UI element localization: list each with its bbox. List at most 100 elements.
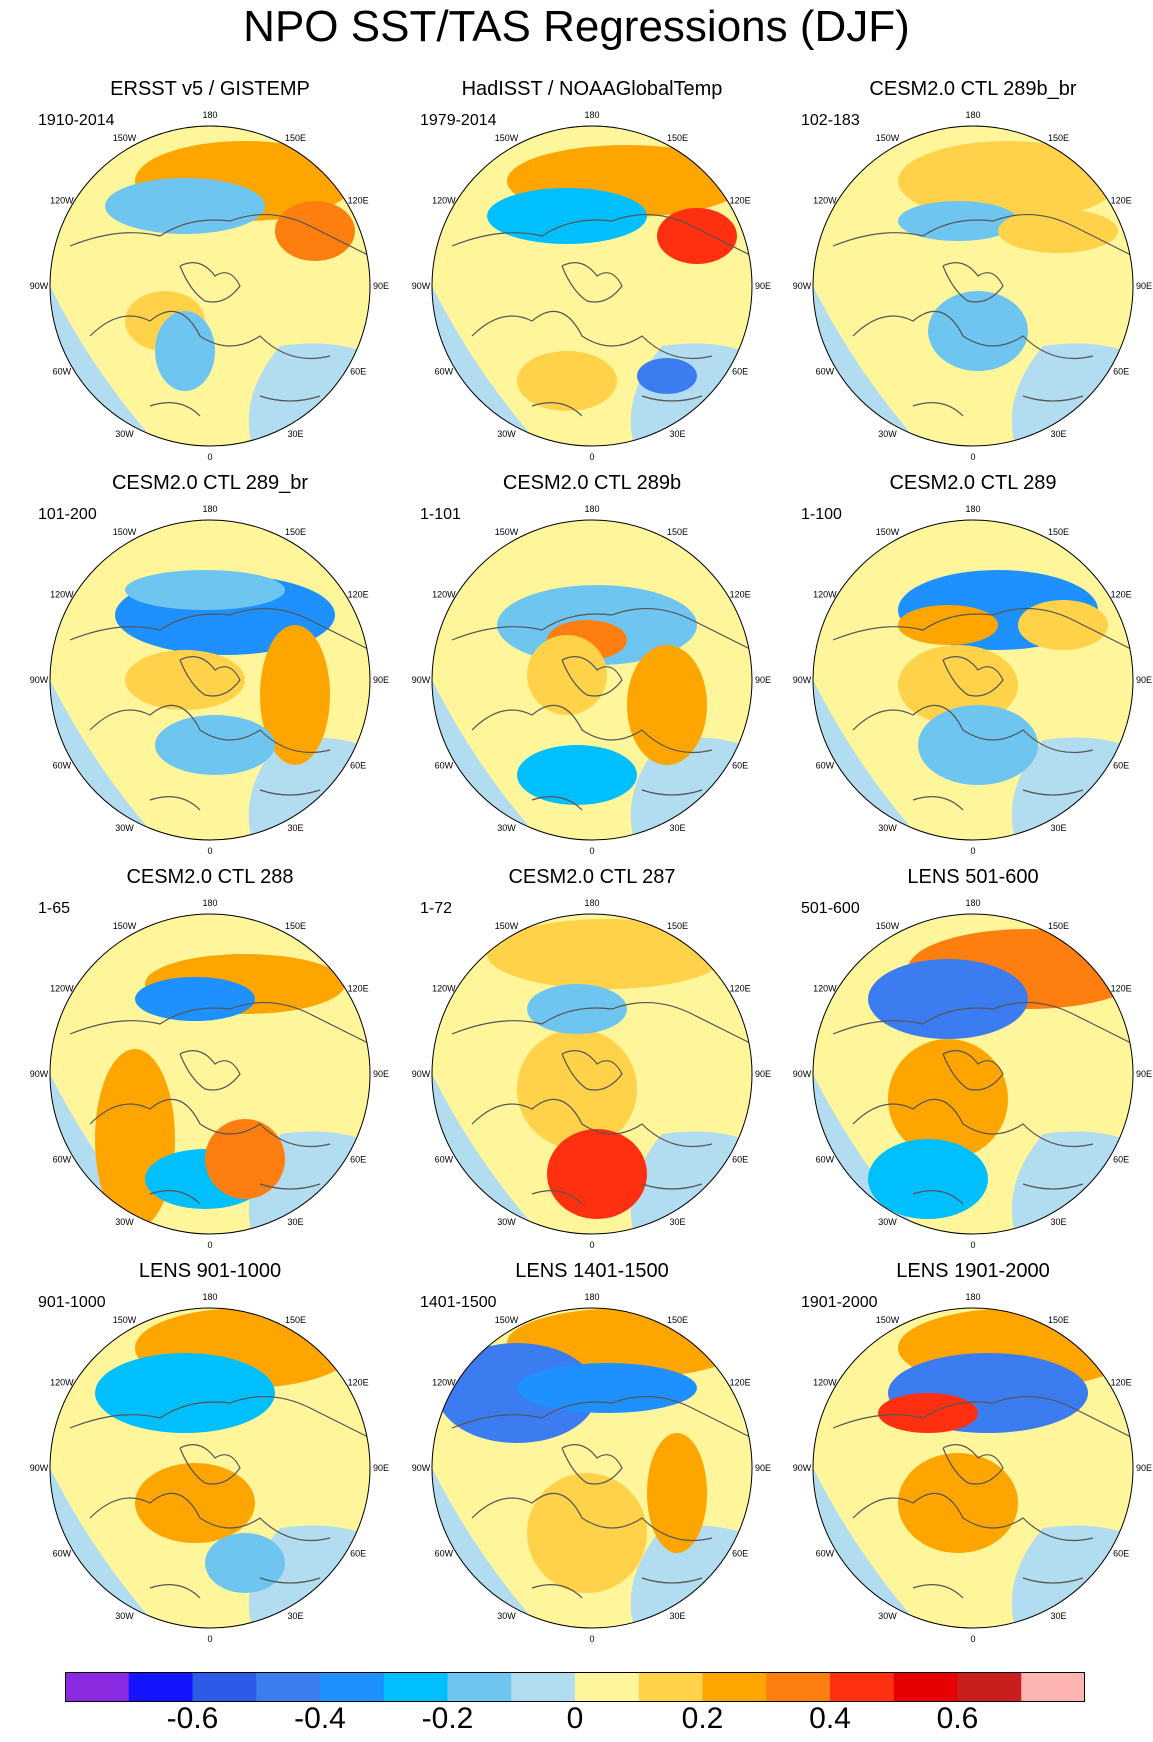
longitude-label: 180 (202, 504, 217, 514)
map-boundary (812, 1307, 1134, 1629)
longitude-label: 60W (435, 367, 454, 377)
panel-title: CESM2.0 CTL 288 (126, 866, 294, 888)
map-panel: CESM2.0 CTL 289 1-100 180 150E 120E 90E 60E 30E… (793, 472, 1153, 862)
colorbar-tick-label: -0.2 (421, 1702, 474, 1735)
panel-period: 1910-2014 (38, 112, 115, 129)
anomaly-contour (95, 1049, 175, 1229)
coastline (832, 1002, 1133, 1205)
longitude-label: 60E (732, 367, 748, 377)
polar-map: 180 150E 120E 90E 60E 30E 0 30W 60W 90W 120W 150W (412, 110, 771, 462)
longitude-label: 60W (435, 1549, 454, 1559)
longitude-label: 150E (1048, 921, 1069, 931)
anomaly-contour (135, 1463, 255, 1543)
map-boundary (49, 913, 371, 1235)
longitude-label: 90E (755, 1069, 771, 1079)
longitude-label: 60E (732, 1549, 748, 1559)
colorbar-swatch (128, 1672, 193, 1702)
longitude-label: 90W (412, 675, 431, 685)
longitude-label: 120W (432, 590, 456, 600)
map-panel: LENS 501-600 501-600 180 150E 120E 90E 60E 30E 0… (793, 866, 1153, 1256)
longitude-label: 150E (667, 133, 688, 143)
longitude-label: 150E (1048, 133, 1069, 143)
longitude-label: 180 (965, 898, 980, 908)
colorbar-tick-label: 0.2 (681, 1702, 724, 1735)
longitude-label: 60W (435, 761, 454, 771)
longitude-label: 150W (495, 921, 519, 931)
panel-period: 1401-1500 (420, 1294, 497, 1311)
panel-title: HadISST / NOAAGlobalTemp (461, 78, 723, 100)
longitude-label: 180 (965, 504, 980, 514)
panel-period: 901-1000 (38, 1294, 106, 1311)
longitude-label: 60E (350, 1549, 366, 1559)
longitude-label: 90E (1136, 281, 1152, 291)
longitude-label: 150W (495, 1315, 519, 1325)
longitude-label: 150W (113, 921, 137, 931)
longitude-label: 60W (816, 367, 835, 377)
longitude-label: 120E (1111, 984, 1132, 994)
map-boundary (812, 519, 1134, 841)
map-boundary (49, 125, 371, 447)
colorbar-tick-label: -0.4 (294, 1702, 346, 1735)
longitude-label: 0 (207, 1240, 212, 1250)
longitude-label: 30W (878, 1611, 897, 1621)
coastline (451, 214, 752, 417)
longitude-label: 90W (793, 281, 812, 291)
longitude-label: 180 (965, 1292, 980, 1302)
anomaly-contour (657, 208, 737, 264)
longitude-label: 150W (876, 1315, 900, 1325)
colorbar-tick-label: 0.4 (809, 1702, 851, 1735)
map-panel: CESM2.0 CTL 289b 1-101 180 150E 120E 90E 60E 30… (412, 472, 772, 862)
coastline (69, 608, 370, 811)
longitude-label: 90E (755, 281, 771, 291)
anomaly-contour (527, 984, 627, 1034)
longitude-label: 60W (816, 1155, 835, 1165)
anomaly-contour (205, 1119, 285, 1199)
longitude-label: 0 (589, 452, 594, 462)
longitude-label: 60W (53, 367, 72, 377)
colorbar-swatch (65, 1672, 130, 1702)
anomaly-contour (155, 311, 215, 391)
polar-map: 180 150E 120E 90E 60E 30E 0 30W 60W 90W 120W 150W (793, 504, 1152, 856)
longitude-label: 60E (350, 367, 366, 377)
colorbar-tick-label: 0.6 (936, 1702, 979, 1735)
anomaly-contour (135, 977, 255, 1021)
coastline (69, 1002, 370, 1205)
longitude-label: 150E (285, 133, 306, 143)
longitude-label: 0 (207, 1634, 212, 1644)
longitude-label: 120W (432, 984, 456, 994)
colorbar-swatch (638, 1672, 703, 1702)
map-panel: LENS 901-1000 901-1000 180 150E 120E 90E 60E 30… (30, 1260, 390, 1650)
colorbar-swatch (766, 1672, 831, 1702)
map-panel: LENS 1901-2000 1901-2000 180 150E 120E 90E 60E… (793, 1260, 1153, 1650)
longitude-label: 90E (755, 675, 771, 685)
longitude-label: 120W (432, 196, 456, 206)
longitude-label: 30W (497, 1611, 516, 1621)
longitude-label: 90E (1136, 1463, 1152, 1473)
longitude-label: 120W (50, 196, 74, 206)
longitude-label: 30W (115, 1611, 134, 1621)
longitude-label: 90W (30, 1463, 49, 1473)
longitude-label: 120E (1111, 590, 1132, 600)
longitude-label: 0 (589, 1240, 594, 1250)
anomaly-contour (105, 178, 265, 234)
anomaly-contour (918, 705, 1038, 785)
anomaly-contour (637, 358, 697, 394)
longitude-label: 60W (53, 761, 72, 771)
anomaly-contour (527, 1473, 647, 1593)
longitude-label: 60W (53, 1155, 72, 1165)
map-boundary (431, 519, 753, 841)
longitude-label: 120W (50, 1378, 74, 1388)
colorbar-swatch (192, 1672, 257, 1702)
polar-map: 180 150E 120E 90E 60E 30E 0 30W 60W 90W 120W 150W (30, 898, 389, 1250)
longitude-label: 120E (730, 984, 751, 994)
longitude-label: 120E (348, 984, 369, 994)
longitude-label: 30E (287, 429, 303, 439)
longitude-label: 90E (373, 675, 389, 685)
longitude-label: 90W (793, 1069, 812, 1079)
longitude-label: 180 (584, 504, 599, 514)
longitude-label: 120E (348, 1378, 369, 1388)
panel-title: CESM2.0 CTL 287 (508, 866, 676, 888)
longitude-label: 90E (373, 1463, 389, 1473)
longitude-label: 150W (113, 133, 137, 143)
panel-period: 102-183 (801, 112, 860, 129)
